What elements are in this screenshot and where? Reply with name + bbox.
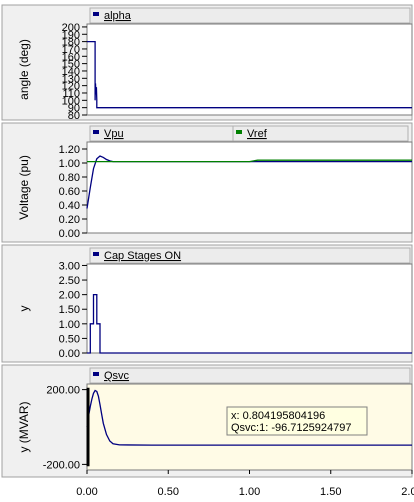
y-tick-label: 1.00 [59,319,80,331]
y-tick-label: 80 [68,110,80,122]
y-tick-label: 2.00 [59,290,80,302]
plot-area [86,23,413,116]
plot-area [86,263,413,354]
series-line-qsvc [86,389,412,446]
legend-tab[interactable] [89,247,411,264]
legend-label[interactable]: Qsvc [104,370,130,382]
plot-area [86,141,413,234]
y-tick-label: 190 [62,29,80,41]
y-tick-label: 0.60 [59,186,80,198]
legend-swatch [93,252,99,256]
y-tick-label: 0.40 [59,200,80,212]
y-tick-label: 150 [62,59,80,71]
y-tick-label: 0.00 [59,348,80,360]
legend-label[interactable]: alpha [104,10,132,22]
y-axis-label: angle (deg) [17,39,31,100]
x-tick-label: 1.00 [239,486,260,498]
series-line-cap-stages-on [87,293,412,354]
series-line-alpha [87,40,412,109]
y-tick-label: 200.00 [46,385,80,397]
y-tick-label: 0.50 [59,333,80,345]
y-tick-label: 3.00 [59,260,80,272]
x-tick-label: 1.50 [320,486,341,498]
y-tick-label: 1.00 [59,158,80,170]
y-tick-label: 0.00 [59,228,80,240]
series-line-vref [87,159,412,163]
legend-swatch [93,130,99,134]
legend-label[interactable]: Vref [247,128,268,140]
legend-label[interactable]: Cap Stages ON [104,250,181,262]
data-tooltip [226,406,368,436]
y-tick-label: 1.20 [59,144,80,156]
tooltip-y-value: Qsvc:1: -96.7125924797 [231,422,351,434]
x-tick-label: 0.00 [76,486,97,498]
legend-tab[interactable] [89,7,411,24]
legend-tab[interactable] [232,125,409,142]
y-axis-label: Voltage (pu) [17,155,31,220]
plot-panel-1: angle (deg)80901001101201301401501601701… [1,4,413,122]
x-tick-label: 0.50 [158,486,179,498]
y-tick-label: 0.80 [59,172,80,184]
plot-panels: angle (deg)80901001101201301401501601701… [1,4,414,498]
y-axis-label: y [17,306,31,312]
y-tick-label: 120 [62,81,80,93]
plot-panel-4: y (MVAR) -200.00 200.00 0.00 0.50 1.00 1.50 2.0… [1,364,414,498]
x-tick-label: 2.00 [401,486,414,498]
y-tick-label: 0.20 [59,214,80,226]
y-tick-label: 170 [62,44,80,56]
plot-panel-3: y 0.00 0.50 1.00 1.50 2.00 2.50 3.00 Cap Stages … [1,244,413,363]
tooltip-x-value: x: 0.804195804196 [231,410,325,422]
plot-panel-2: Voltage (pu) 0.00 0.20 0.40 0.60 0.80 1.00 1.20… [1,122,413,243]
y-tick-label: 180 [62,37,80,49]
y-tick-label: 200 [62,22,80,34]
legend-swatch [93,372,99,376]
legend-tab[interactable] [89,367,411,384]
y-tick-label: 160 [62,51,80,63]
y-tick-label: 2.50 [59,275,80,287]
y-tick-label: 100 [62,95,80,107]
y-tick-label: 1.50 [59,304,80,316]
legend-label[interactable]: Vpu [104,128,124,140]
legend-swatch [236,130,242,134]
y-tick-label: 130 [62,73,80,85]
y-tick-label: 90 [68,103,80,115]
y-axis-label: y (MVAR) [17,401,31,452]
y-tick-label: 140 [62,66,80,78]
y-tick-label: 110 [62,88,80,100]
legend-swatch [93,12,99,16]
y-tick-label: -200.00 [43,459,80,471]
